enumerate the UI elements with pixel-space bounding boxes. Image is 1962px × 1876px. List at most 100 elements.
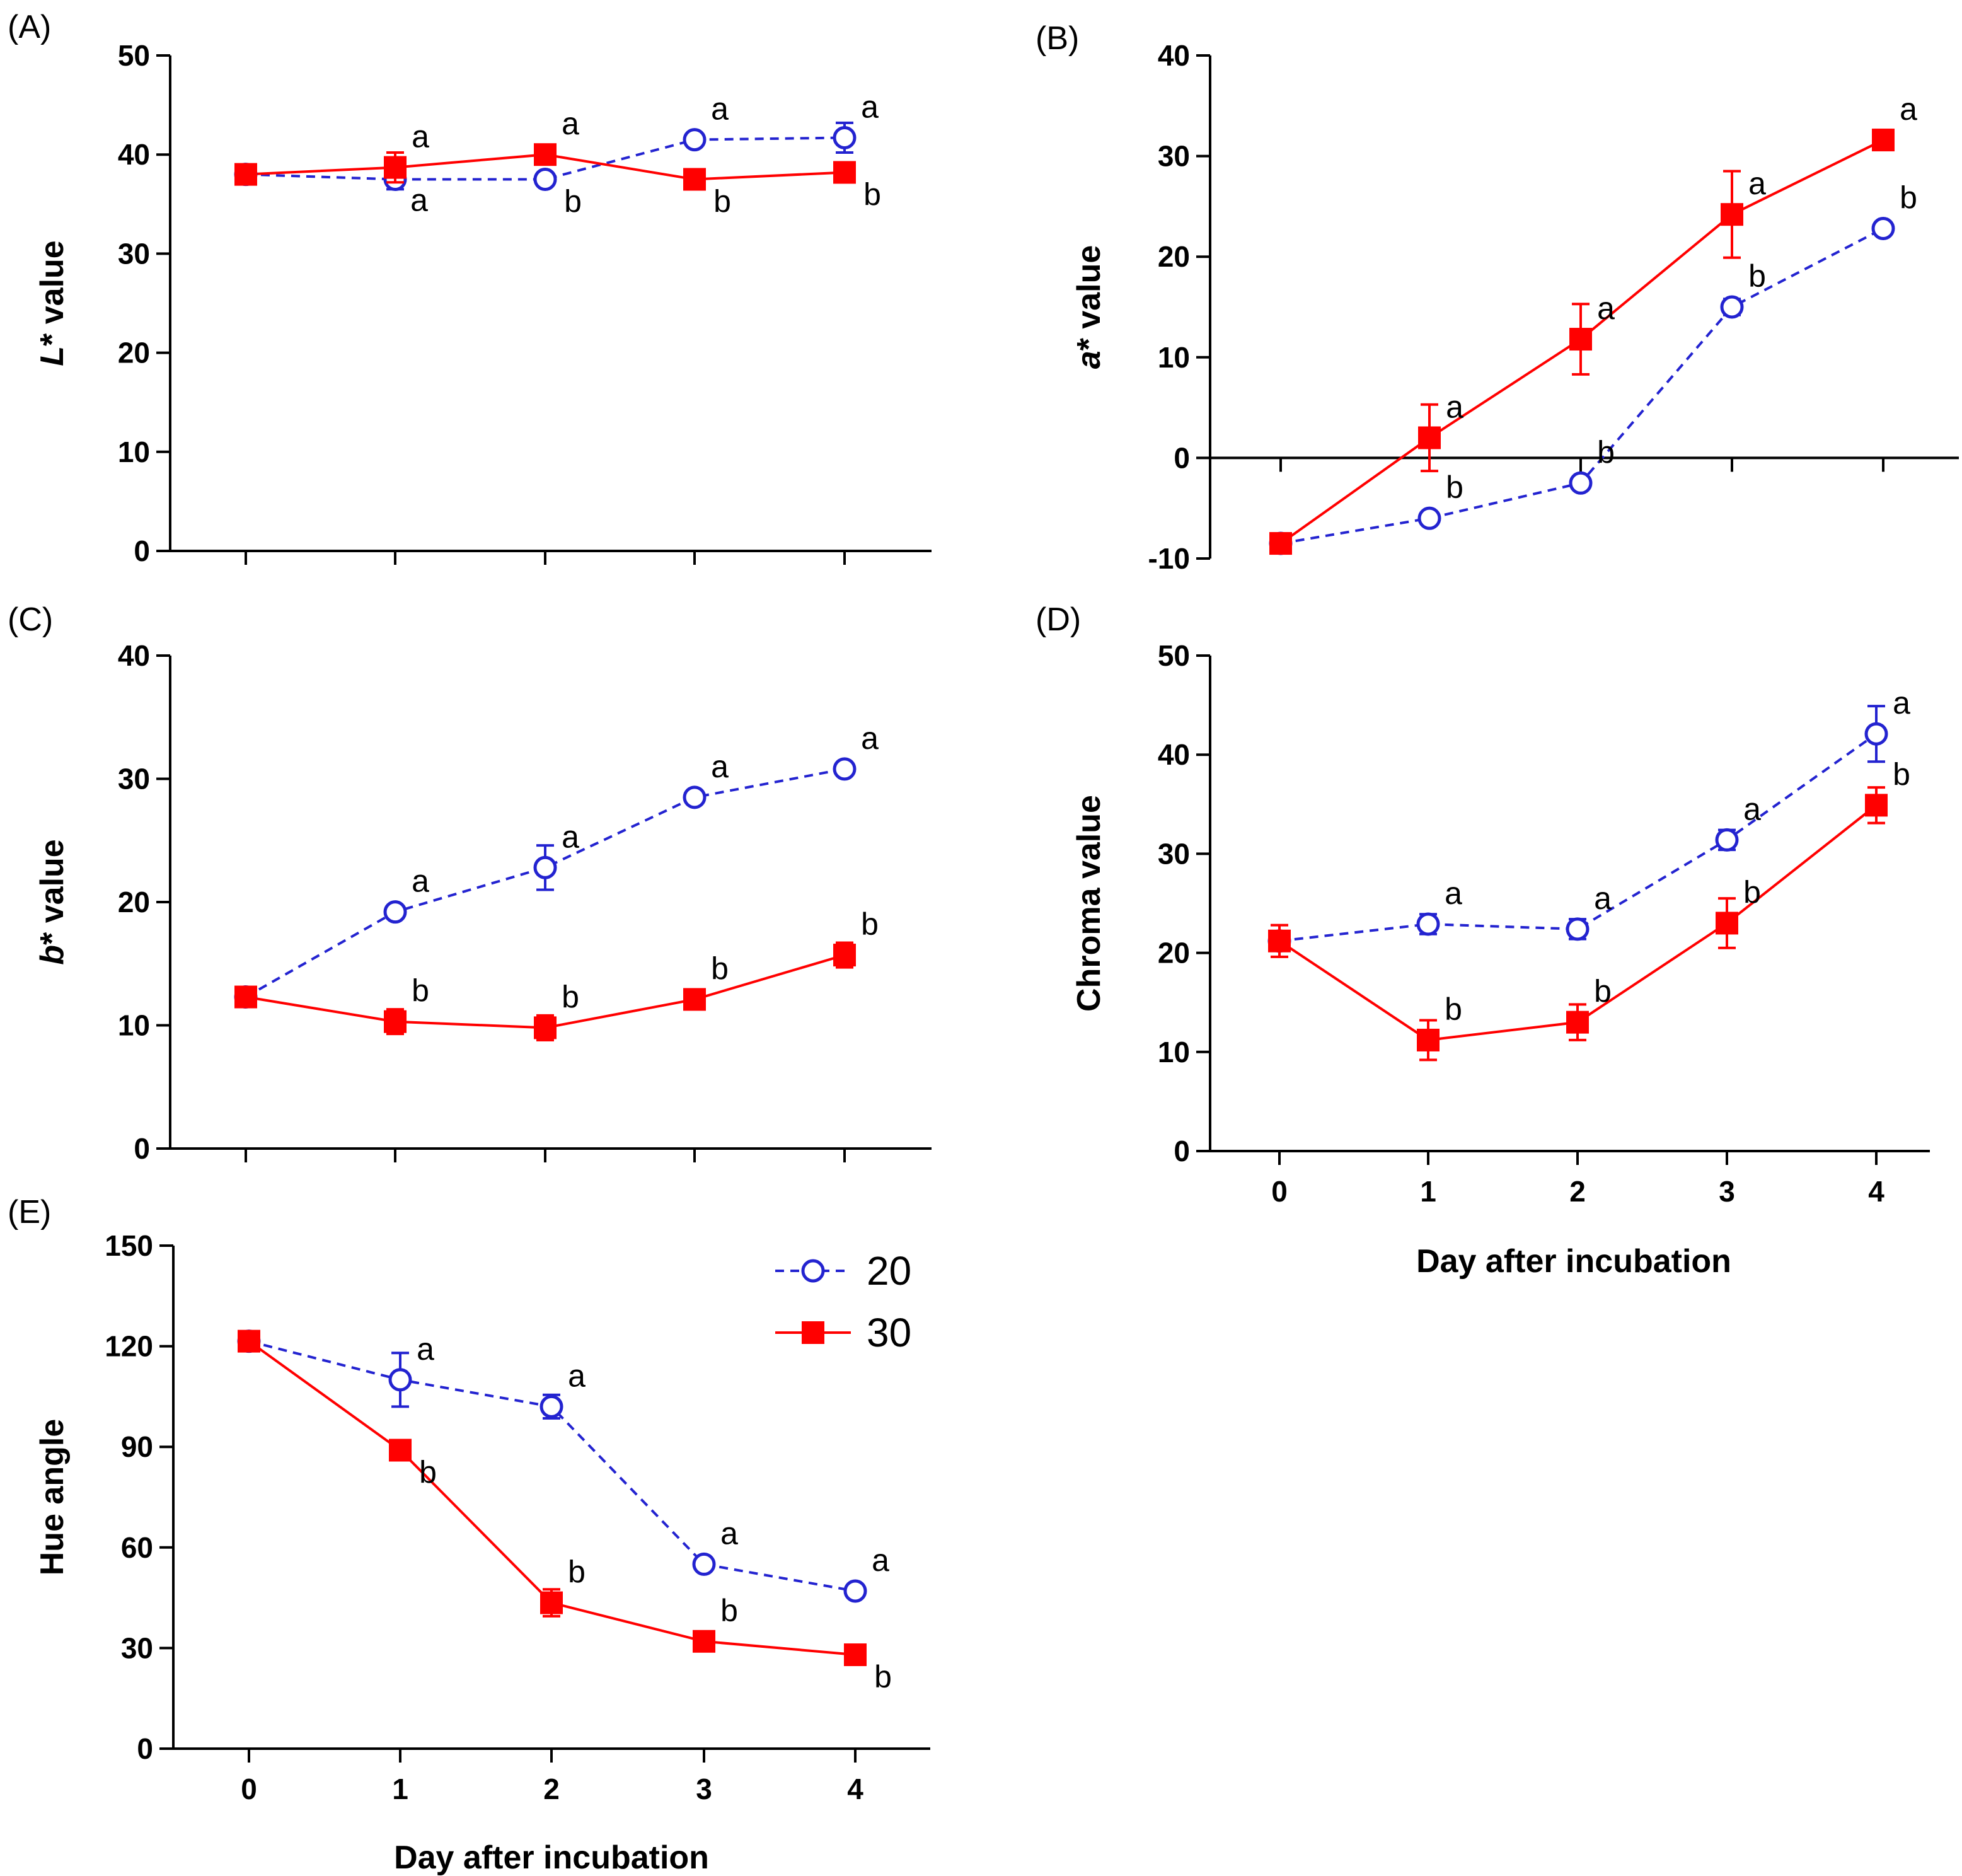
data-point-30 <box>238 1329 260 1353</box>
significance-letter: b <box>419 1455 437 1490</box>
significance-letter: b <box>1743 874 1761 910</box>
y-tick-label: 0 <box>1174 441 1190 474</box>
significance-letter: b <box>863 177 881 212</box>
y-tick-label: 20 <box>118 337 150 369</box>
data-point-20 <box>692 1552 716 1576</box>
significance-letter: a <box>410 183 428 218</box>
data-point-20 <box>833 125 857 149</box>
significance-letter: a <box>417 1331 434 1367</box>
data-point-30 <box>1418 426 1441 449</box>
y-tick-label: 10 <box>118 436 150 468</box>
data-point-20 <box>683 128 707 152</box>
y-tick-label: 10 <box>1158 1036 1190 1068</box>
series-line-20 <box>245 136 845 181</box>
significance-letter: a <box>568 1358 586 1393</box>
y-tick-label: 60 <box>121 1531 153 1564</box>
y-axis-title-text: Chroma value <box>1071 795 1107 1012</box>
significance-letter: a <box>1748 166 1766 201</box>
x-tick-label: 3 <box>696 1773 712 1805</box>
data-point-20 <box>533 168 557 191</box>
significance-letter: b <box>720 1593 738 1628</box>
data-point-20 <box>1569 471 1593 495</box>
panel-label: (C) <box>8 601 53 638</box>
significance-letter: a <box>872 1543 889 1578</box>
data-point-30 <box>1721 203 1743 226</box>
x-tick-label: 4 <box>847 1773 863 1805</box>
significance-letter: b <box>564 184 582 219</box>
significance-letter: b <box>1597 434 1615 470</box>
y-axis-title-text: * value <box>34 240 71 346</box>
data-point-20 <box>833 757 857 781</box>
significance-letter: a <box>1446 389 1463 424</box>
x-tick-label: 3 <box>1719 1175 1735 1208</box>
significance-letter: b <box>412 973 429 1009</box>
y-tick-label: 30 <box>1158 837 1190 870</box>
significance-letter: b <box>1594 974 1612 1009</box>
data-point-20 <box>1720 295 1744 319</box>
y-tick-label: 30 <box>118 763 150 796</box>
legend-label-30: 30 <box>867 1310 911 1355</box>
x-axis-title: Day after incubation <box>1416 1243 1731 1280</box>
data-point-30 <box>1569 328 1592 351</box>
x-tick-label: 0 <box>1271 1175 1288 1208</box>
data-point-20 <box>1715 828 1739 852</box>
data-point-20 <box>683 785 707 809</box>
series-line-20 <box>245 767 845 999</box>
significance-letter: a <box>861 89 879 124</box>
chart-panel-d: (D) 0 10 20 30 40 50 0 1 2 3 4 Chroma value Day after… <box>1036 601 1930 1280</box>
significance-letter: a <box>1597 291 1615 326</box>
y-tick-label: 20 <box>1158 937 1190 970</box>
data-point-30 <box>683 168 706 191</box>
y-axis-title-italic: L <box>34 346 71 366</box>
significance-letter: a <box>412 119 429 154</box>
legend-label-20: 20 <box>867 1248 911 1294</box>
x-tick-label: 0 <box>241 1773 257 1805</box>
significance-letter: a <box>412 864 429 899</box>
y-tick-label: 30 <box>118 237 150 270</box>
significance-letter: a <box>1900 91 1917 127</box>
panel-label: (D) <box>1036 601 1081 638</box>
data-point-30 <box>534 143 557 166</box>
data-point-30 <box>683 988 706 1011</box>
data-point-20 <box>1864 722 1888 746</box>
y-axis-title: a* value <box>1071 245 1107 369</box>
chart-panel-e: (E) 0 30 60 90 120 150 0 1 2 3 4 Hue angle Day after … <box>8 1194 930 1876</box>
significance-letter: a <box>861 721 879 756</box>
significance-letter: b <box>713 184 731 219</box>
data-point-30 <box>1716 912 1738 935</box>
significance-letter: a <box>1594 881 1612 916</box>
y-tick-label: 30 <box>1158 140 1190 173</box>
y-tick-label: 0 <box>137 1732 153 1765</box>
data-point-30 <box>384 1010 407 1033</box>
significance-letter: a <box>1743 791 1761 826</box>
data-point-20 <box>388 1368 412 1392</box>
y-tick-label: 20 <box>118 886 150 918</box>
y-axis-title-italic: b <box>34 945 71 965</box>
data-point-30 <box>693 1630 715 1653</box>
panel-label: (E) <box>8 1194 51 1230</box>
data-point-20 <box>533 855 557 879</box>
significance-letter: a <box>1445 876 1462 911</box>
data-point-30 <box>234 985 257 1009</box>
significance-letter: b <box>711 951 729 986</box>
data-point-30 <box>1268 929 1291 952</box>
data-point-30 <box>389 1439 412 1462</box>
data-point-30 <box>844 1643 867 1667</box>
significance-letter: a <box>562 106 579 141</box>
x-tick-label: 1 <box>392 1773 408 1805</box>
y-tick-label: 40 <box>118 138 150 171</box>
legend-marker-20 <box>801 1259 825 1283</box>
panel-label: (B) <box>1036 20 1079 57</box>
y-tick-label: 20 <box>1158 240 1190 273</box>
y-axis-title: Chroma value <box>1071 795 1107 1012</box>
data-point-20 <box>1871 217 1895 241</box>
y-axis-title-text: * value <box>34 839 71 945</box>
data-point-30 <box>1566 1010 1589 1034</box>
data-point-20 <box>540 1394 563 1418</box>
y-tick-label: 150 <box>105 1229 153 1262</box>
x-tick-label: 1 <box>1420 1175 1436 1208</box>
